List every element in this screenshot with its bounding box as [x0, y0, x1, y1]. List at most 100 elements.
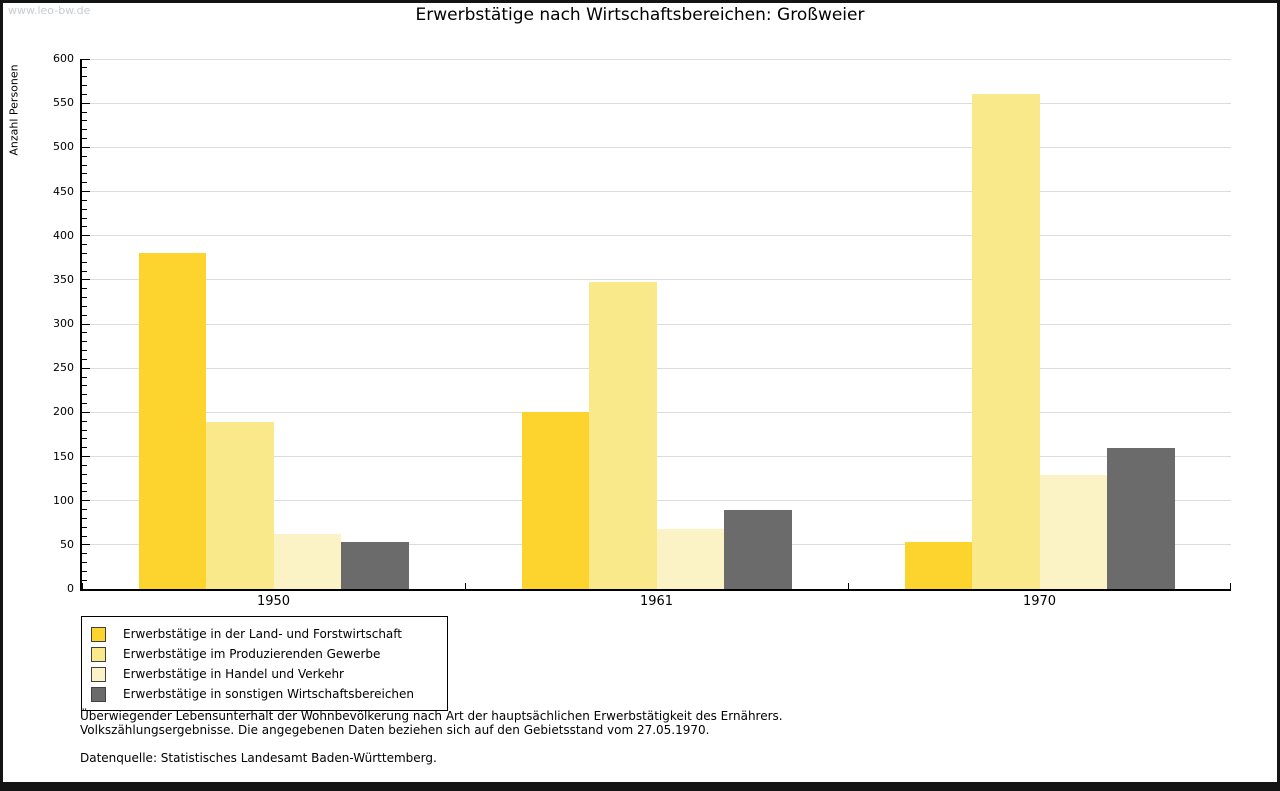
x-tick: [848, 583, 849, 589]
gridline: [82, 411, 1231, 413]
y-tick-label: 300: [53, 317, 74, 330]
bar-1961-s1: [521, 412, 589, 589]
y-tick-major: [82, 58, 90, 60]
legend-label: Erwerbstätige in sonstigen Wirtschaftsbe…: [123, 687, 415, 701]
gridline: [82, 235, 1231, 237]
bar-1970-s2: [972, 94, 1040, 589]
y-tick-major: [82, 102, 90, 104]
bar-1950-s1: [138, 253, 206, 589]
y-tick-minor: [82, 579, 87, 581]
y-tick-major: [82, 323, 90, 325]
y-tick-label: 250: [53, 361, 74, 375]
footnote-line-1: Überwiegender Lebensunterhalt der Wohnbe…: [80, 709, 783, 723]
y-tick-minor: [82, 517, 87, 519]
y-tick-label: 50: [60, 537, 74, 551]
watermark: www.leo-bw.de: [8, 4, 91, 17]
legend-label: Erwerbstätige in Handel und Verkehr: [123, 667, 344, 681]
y-tick-major: [82, 235, 90, 237]
y-tick-minor: [82, 473, 87, 475]
y-tick-minor: [82, 138, 87, 139]
y-tick-major: [82, 279, 90, 281]
y-tick-minor: [82, 438, 87, 440]
y-tick-minor: [82, 526, 87, 528]
y-tick-major: [82, 588, 90, 590]
gridline: [82, 323, 1231, 325]
x-category-label: 1950: [256, 594, 291, 609]
data-source: Datenquelle: Statistisches Landesamt Bad…: [80, 751, 437, 765]
y-tick-major: [82, 411, 90, 413]
x-tick: [82, 583, 83, 589]
gridline: [82, 500, 1231, 502]
bar-1970-s4: [1107, 447, 1175, 589]
legend-swatch: [91, 646, 106, 662]
bar-1961-s2: [589, 282, 657, 589]
y-tick-major: [82, 146, 90, 148]
y-tick-major: [82, 191, 90, 192]
y-tick-minor: [82, 314, 87, 316]
y-tick-minor: [82, 394, 87, 396]
bar-1950-s3: [273, 534, 341, 589]
y-tick-minor: [82, 155, 87, 157]
bar-1961-s4: [724, 509, 792, 589]
bar-1950-s4: [341, 542, 409, 589]
y-tick-minor: [82, 217, 87, 219]
gridline: [82, 146, 1231, 148]
y-tick-minor: [82, 67, 87, 69]
y-tick-minor: [82, 562, 87, 563]
y-tick-minor: [82, 509, 87, 510]
y-tick-minor: [82, 464, 87, 466]
x-tick: [465, 583, 466, 589]
gridline: [82, 456, 1231, 457]
y-tick-minor: [82, 305, 87, 307]
legend-label: Erwerbstätige im Produzierenden Gewerbe: [123, 647, 381, 661]
y-tick-minor: [82, 447, 87, 449]
y-tick-minor: [82, 252, 87, 254]
y-tick-minor: [82, 376, 87, 378]
y-tick-label: 0: [67, 582, 74, 595]
legend: Erwerbstätige in der Land- und Forstwirt…: [81, 616, 448, 711]
y-axis-label: Anzahl Personen: [7, 64, 21, 156]
legend-item: Erwerbstätige in sonstigen Wirtschaftsbe…: [91, 684, 438, 704]
y-tick-minor: [82, 111, 87, 113]
x-category-label: 1970: [1022, 594, 1057, 609]
footnote-line-2: Volkszählungsergebnisse. Die angegebenen…: [80, 723, 710, 737]
y-tick-minor: [82, 535, 87, 537]
legend-item: Erwerbstätige in der Land- und Forstwirt…: [91, 624, 438, 644]
legend-swatch: [91, 626, 106, 642]
y-tick-major: [82, 544, 90, 546]
y-tick-minor: [82, 182, 87, 184]
y-tick-label: 550: [53, 96, 74, 110]
plot-area: 0 50 100 150 200 250 300 350 400 450 500 550 600 1950…: [53, 53, 1231, 609]
bar-1970-s3: [1039, 475, 1107, 589]
bar-1961-s3: [656, 528, 724, 589]
gridline: [82, 102, 1231, 104]
y-tick-minor: [82, 164, 87, 166]
y-tick-minor: [82, 261, 87, 263]
y-tick-minor: [82, 297, 87, 298]
bar-1950-s2: [206, 422, 274, 589]
y-tick-label: 100: [53, 493, 74, 507]
legend-item: Erwerbstätige in Handel und Verkehr: [91, 664, 438, 684]
y-tick-minor: [82, 332, 87, 334]
y-tick-minor: [82, 288, 87, 290]
y-tick-label: 200: [53, 405, 74, 419]
y-tick-label: 500: [53, 140, 74, 154]
y-tick-label: 600: [53, 52, 74, 65]
legend-swatch: [91, 666, 106, 682]
y-tick-minor: [82, 429, 87, 431]
y-tick-minor: [82, 482, 87, 484]
y-tick-major: [82, 367, 90, 369]
y-tick-minor: [82, 553, 87, 555]
y-tick-minor: [82, 270, 87, 272]
legend-swatch: [91, 686, 106, 702]
y-tick-label: 400: [53, 228, 74, 242]
gridline: [82, 58, 1231, 60]
y-tick-minor: [82, 244, 87, 245]
y-tick-minor: [82, 173, 87, 175]
y-tick-major: [82, 500, 90, 502]
y-tick-minor: [82, 199, 87, 201]
y-tick-minor: [82, 129, 87, 131]
x-tick: [1230, 583, 1231, 589]
legend-item: Erwerbstätige im Produzierenden Gewerbe: [91, 644, 438, 664]
chart-title: Erwerbstätige nach Wirtschaftsbereichen:…: [415, 5, 865, 25]
